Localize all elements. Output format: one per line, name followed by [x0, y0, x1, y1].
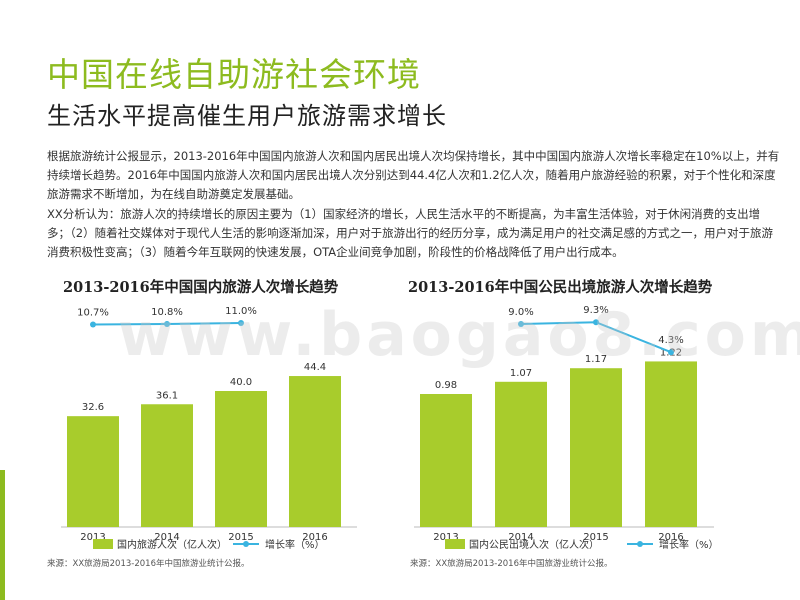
growth-rate-point: [593, 319, 599, 326]
bar-data-label: 44.4: [304, 362, 326, 373]
bar: [420, 394, 472, 527]
chart-2-source: 来源：XX旅游局2013-2016年中国旅游业统计公报。: [410, 559, 613, 569]
chart-1-source: 来源：XX旅游局2013-2016年中国旅游业统计公报。: [47, 559, 250, 569]
chart-2-title: 2013-2016年中国公民出境旅游人次增长趋势: [408, 279, 713, 296]
legend-bar-label: 国内旅游人次（亿人次）: [117, 538, 227, 551]
growth-rate-point: [164, 321, 170, 327]
x-tick-label: 2015: [583, 532, 608, 543]
legend-line-label: 增长率（%）: [659, 538, 719, 551]
growth-rate-point: [90, 321, 96, 328]
bar-data-label: 0.98: [435, 380, 457, 391]
legend-bar-swatch: [93, 539, 113, 549]
bar-data-label: 32.6: [82, 402, 104, 413]
bar: [141, 404, 193, 527]
bar: [289, 376, 341, 527]
legend-bar-swatch: [445, 539, 465, 549]
bar-data-label: 40.0: [230, 377, 252, 388]
page-title: 中国在线自助游社会环境: [47, 55, 421, 94]
growth-rate-point: [668, 349, 674, 356]
chart-1-title: 2013-2016年中国国内旅游人次增长趋势: [63, 279, 339, 296]
bar-data-label: 36.1: [156, 390, 178, 401]
legend-line-marker: [243, 541, 249, 547]
bar-data-label: 1.07: [510, 368, 532, 379]
bar: [215, 391, 267, 527]
watermark-text: www.baogao8.com: [118, 300, 800, 370]
growth-rate-point: [238, 320, 244, 326]
bar: [570, 368, 622, 527]
paragraph-1-text: 根据旅游统计公报显示，2013-2016年中国国内旅游人次和国内居民出境人次均保…: [47, 149, 780, 201]
x-tick-label: 2013: [433, 532, 458, 543]
x-tick-label: 2016: [302, 532, 327, 543]
x-tick-label: 2014: [508, 532, 533, 543]
page-subtitle: 生活水平提高催生用户旅游需求增长: [47, 102, 447, 130]
chart-1-domestic-travel: 32.6 2013 36.1 2014 40.0 2015 44.4 2016 10.7% 10.…: [61, 306, 357, 551]
chart-2-outbound-travel: 0.9820131.0720141.1720151.2220169.0%9.3%…: [414, 305, 719, 551]
x-tick-label: 2016: [658, 532, 683, 543]
bar: [495, 381, 547, 527]
paragraph-2-text: XX分析认为：旅游人次的持续增长的原因主要为（1）国家经济的增长，人民生活水平的…: [47, 207, 774, 259]
growth-rate-label: 9.0%: [508, 307, 533, 318]
bar-data-label: 1.17: [585, 354, 607, 365]
x-tick-label: 2014: [154, 532, 179, 543]
legend-line-label: 增长率（%）: [265, 538, 325, 551]
growth-rate-point: [518, 321, 524, 327]
growth-rate-label: 9.3%: [583, 305, 608, 316]
bar: [67, 416, 119, 527]
growth-rate-label: 10.7%: [77, 308, 109, 319]
legend-line-marker: [637, 541, 643, 547]
body-paragraph-2: XX分析认为：旅游人次的持续增长的原因主要为（1）国家经济的增长，人民生活水平的…: [47, 205, 782, 262]
legend-bar-label: 国内公民出境人次（亿人次）: [469, 538, 599, 551]
x-tick-label: 2013: [80, 532, 105, 543]
growth-rate-label: 10.8%: [151, 307, 183, 318]
body-paragraph-1: 根据旅游统计公报显示，2013-2016年中国国内旅游人次和国内居民出境人次均保…: [47, 147, 782, 204]
growth-rate-label: 4.3%: [658, 335, 683, 346]
x-tick-label: 2015: [228, 532, 253, 543]
bar: [645, 361, 697, 527]
left-accent-bar: [0, 470, 5, 600]
growth-rate-label: 11.0%: [225, 306, 257, 317]
